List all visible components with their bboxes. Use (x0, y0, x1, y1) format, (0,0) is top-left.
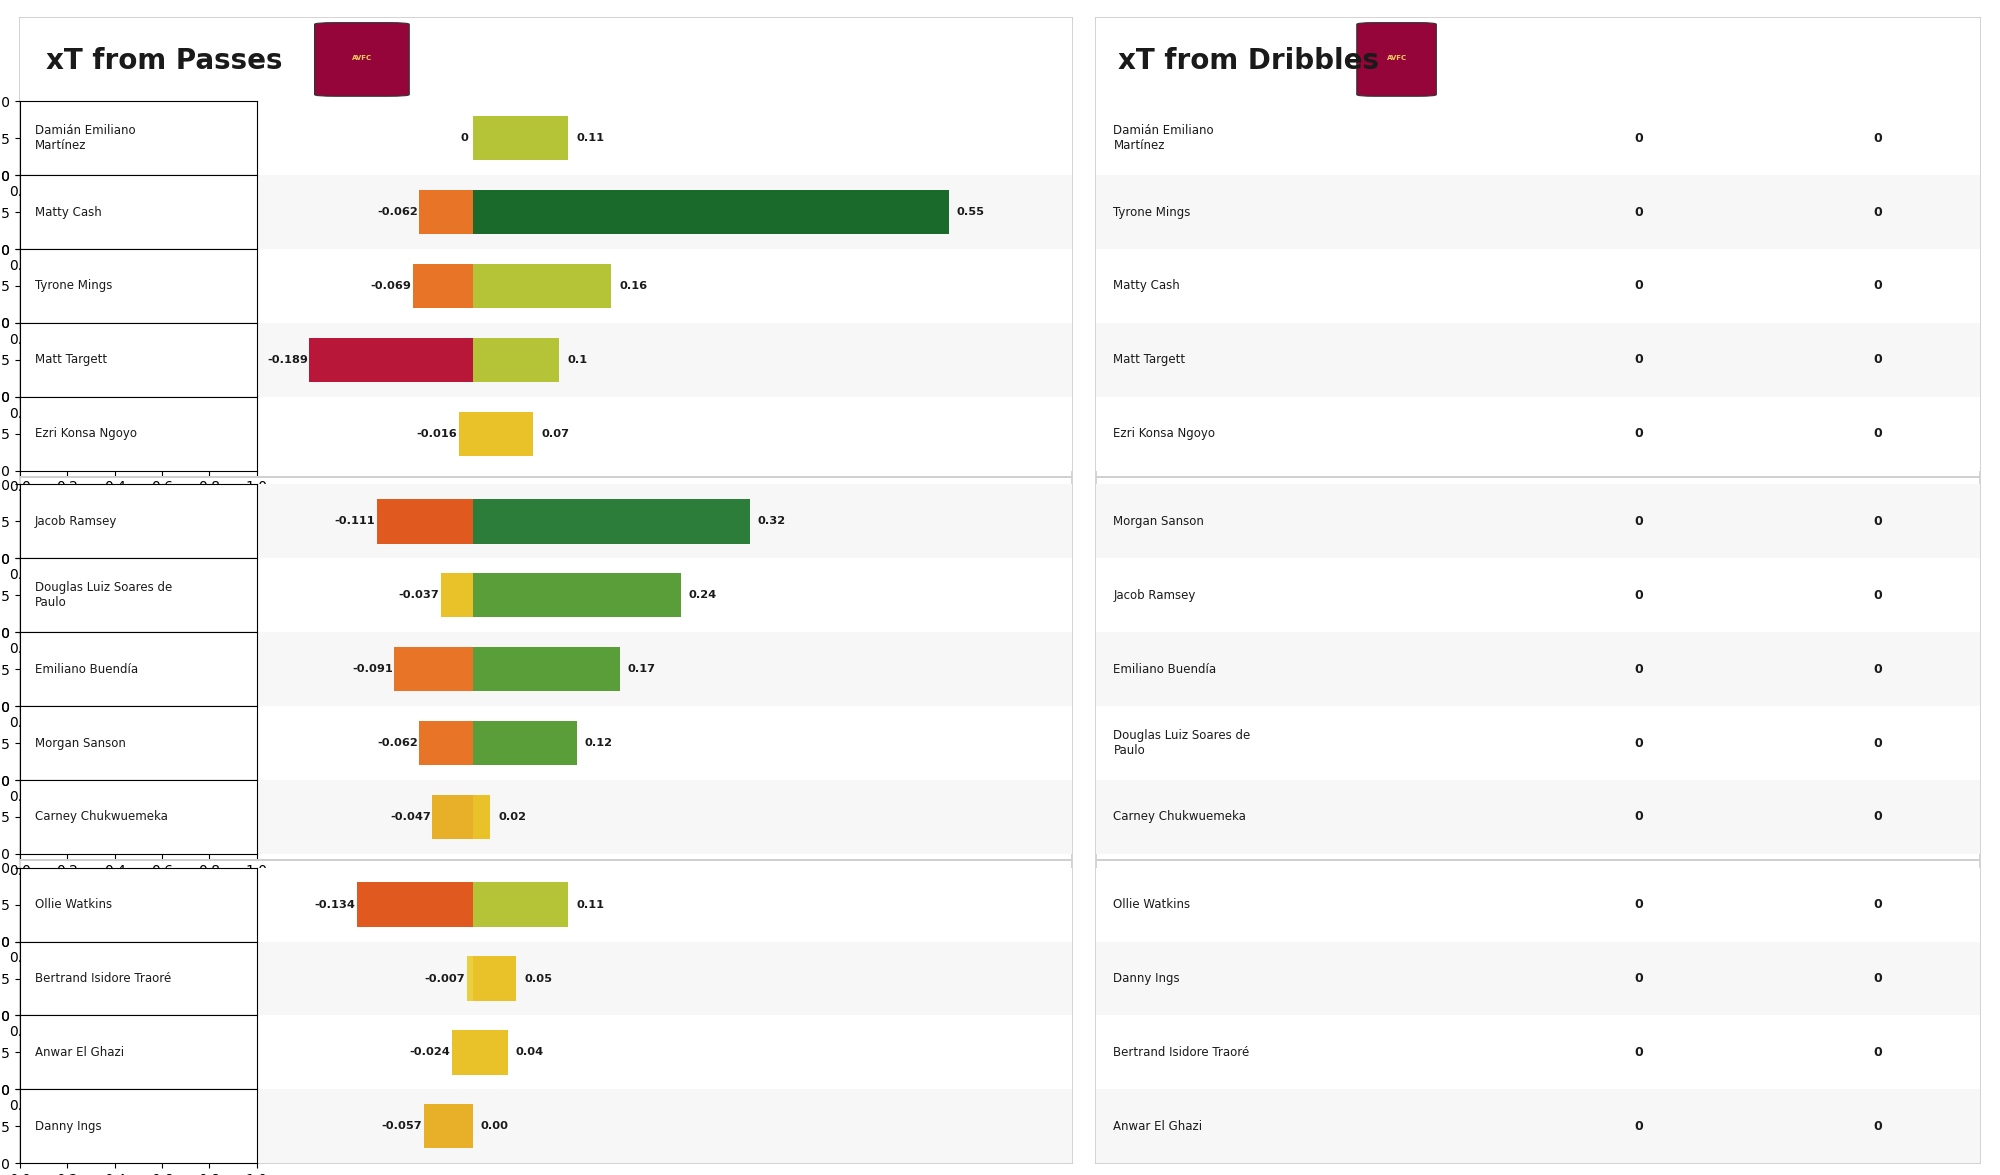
Text: 0: 0 (1874, 206, 1882, 219)
Text: Ollie Watkins: Ollie Watkins (1114, 898, 1190, 911)
Text: Douglas Luiz Soares de
Paulo: Douglas Luiz Soares de Paulo (1114, 730, 1250, 757)
Text: Ezri Konsa Ngoyo: Ezri Konsa Ngoyo (34, 428, 136, 441)
Text: 0: 0 (460, 133, 468, 143)
Text: Douglas Luiz Soares de
Paulo: Douglas Luiz Soares de Paulo (34, 582, 172, 610)
Text: 0.1: 0.1 (568, 355, 588, 365)
Text: 0: 0 (1634, 280, 1644, 293)
Text: -0.062: -0.062 (376, 738, 418, 748)
Text: Jacob Ramsey: Jacob Ramsey (1114, 589, 1196, 602)
Text: 0: 0 (1874, 354, 1882, 367)
Text: 0.55: 0.55 (956, 207, 984, 217)
Text: 0: 0 (1634, 132, 1644, 145)
Text: 0.24: 0.24 (688, 590, 716, 600)
Text: 0.05: 0.05 (524, 974, 552, 983)
Text: 0.11: 0.11 (576, 900, 604, 909)
Text: Tyrone Mings: Tyrone Mings (1114, 206, 1190, 219)
Text: 0: 0 (1874, 737, 1882, 750)
Text: 0: 0 (1634, 515, 1644, 528)
Text: 0.32: 0.32 (758, 517, 786, 526)
Text: Danny Ings: Danny Ings (1114, 972, 1180, 985)
Text: Bertrand Isidore Traoré: Bertrand Isidore Traoré (34, 972, 170, 985)
Text: 0.07: 0.07 (542, 429, 570, 438)
Text: 0: 0 (1874, 972, 1882, 985)
Text: 0.02: 0.02 (498, 812, 526, 822)
Text: AVFC: AVFC (352, 55, 372, 61)
Text: xT from Passes: xT from Passes (46, 47, 282, 75)
Text: -0.007: -0.007 (424, 974, 466, 983)
Text: Carney Chukwuemeka: Carney Chukwuemeka (34, 811, 168, 824)
Text: 0.00: 0.00 (480, 1121, 508, 1132)
Text: Morgan Sanson: Morgan Sanson (34, 737, 126, 750)
Text: 0: 0 (1634, 589, 1644, 602)
Text: Anwar El Ghazi: Anwar El Ghazi (1114, 1120, 1202, 1133)
Text: 0: 0 (1634, 811, 1644, 824)
Text: -0.091: -0.091 (352, 664, 392, 674)
Text: Damián Emiliano
Martínez: Damián Emiliano Martínez (1114, 125, 1214, 153)
Text: -0.189: -0.189 (266, 355, 308, 365)
Text: -0.111: -0.111 (334, 517, 376, 526)
Text: -0.037: -0.037 (398, 590, 440, 600)
FancyBboxPatch shape (1356, 22, 1436, 96)
Text: -0.016: -0.016 (416, 429, 458, 438)
Text: Emiliano Buendía: Emiliano Buendía (34, 663, 138, 676)
Text: 0: 0 (1634, 428, 1644, 441)
Text: 0: 0 (1634, 898, 1644, 911)
Text: 0: 0 (1634, 663, 1644, 676)
Text: Carney Chukwuemeka: Carney Chukwuemeka (1114, 811, 1246, 824)
Text: 0: 0 (1874, 428, 1882, 441)
Text: 0.16: 0.16 (620, 281, 648, 291)
Text: Matt Targett: Matt Targett (34, 354, 106, 367)
Text: 0.11: 0.11 (576, 133, 604, 143)
Text: 0: 0 (1634, 737, 1644, 750)
Text: Bertrand Isidore Traoré: Bertrand Isidore Traoré (1114, 1046, 1250, 1059)
Text: Anwar El Ghazi: Anwar El Ghazi (34, 1046, 124, 1059)
Text: Matty Cash: Matty Cash (1114, 280, 1180, 293)
Text: 0: 0 (1874, 515, 1882, 528)
Text: Matty Cash: Matty Cash (34, 206, 102, 219)
Text: -0.062: -0.062 (376, 207, 418, 217)
Text: 0: 0 (1874, 589, 1882, 602)
Text: 0: 0 (1634, 972, 1644, 985)
Text: Ollie Watkins: Ollie Watkins (34, 898, 112, 911)
FancyBboxPatch shape (314, 22, 410, 96)
Text: Danny Ings: Danny Ings (34, 1120, 102, 1133)
Text: Morgan Sanson: Morgan Sanson (1114, 515, 1204, 528)
Text: -0.024: -0.024 (410, 1047, 450, 1058)
Text: 0: 0 (1874, 1046, 1882, 1059)
Text: 0: 0 (1634, 354, 1644, 367)
Text: 0: 0 (1874, 280, 1882, 293)
Text: Jacob Ramsey: Jacob Ramsey (34, 515, 118, 528)
Text: 0: 0 (1634, 1120, 1644, 1133)
Text: Ezri Konsa Ngoyo: Ezri Konsa Ngoyo (1114, 428, 1216, 441)
Text: -0.069: -0.069 (370, 281, 412, 291)
Text: 0: 0 (1634, 1046, 1644, 1059)
Text: 0.17: 0.17 (628, 664, 656, 674)
Text: 0.04: 0.04 (516, 1047, 544, 1058)
Text: -0.134: -0.134 (314, 900, 356, 909)
Text: 0: 0 (1874, 132, 1882, 145)
Text: Emiliano Buendía: Emiliano Buendía (1114, 663, 1216, 676)
Text: Tyrone Mings: Tyrone Mings (34, 280, 112, 293)
Text: 0: 0 (1874, 811, 1882, 824)
Text: xT from Dribbles: xT from Dribbles (1118, 47, 1380, 75)
Text: Matt Targett: Matt Targett (1114, 354, 1186, 367)
Text: 0: 0 (1874, 663, 1882, 676)
Text: -0.057: -0.057 (382, 1121, 422, 1132)
Text: -0.047: -0.047 (390, 812, 430, 822)
Text: 0: 0 (1634, 206, 1644, 219)
Text: 0: 0 (1874, 1120, 1882, 1133)
Text: 0.12: 0.12 (584, 738, 612, 748)
Text: Damián Emiliano
Martínez: Damián Emiliano Martínez (34, 125, 136, 153)
Text: AVFC: AVFC (1386, 55, 1406, 61)
Text: 0: 0 (1874, 898, 1882, 911)
